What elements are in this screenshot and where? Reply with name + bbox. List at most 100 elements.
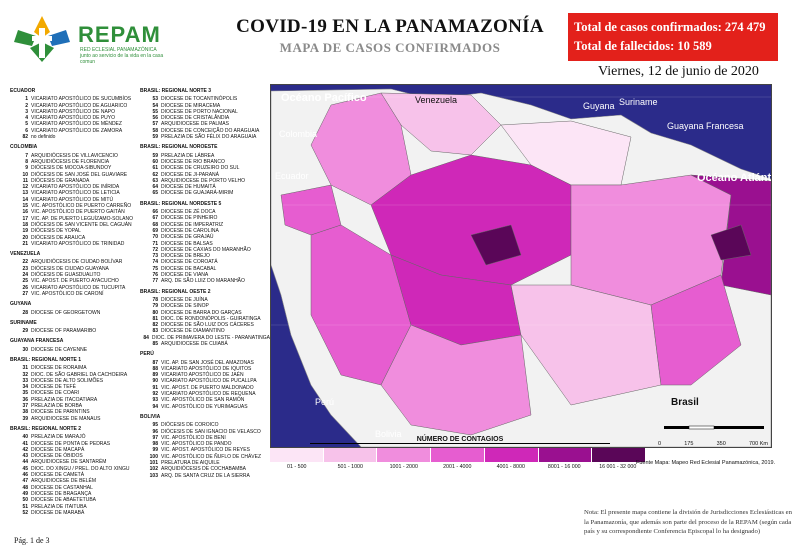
legend-entry: 28 DIOCESE OF GEORGETOWN [10,310,138,316]
legend-entry: 10 DIÓCESIS DE SAN JOSÉ DEL GUAVIARE [10,172,138,178]
legend-entry: 13 VICARIATO APOSTÓLICO DE LETICIA [10,190,138,196]
legend-entry: 95 DIÓCESIS DE COROICO [140,422,270,428]
legend-entry-name: DIOCESE DE TEFÉ [31,384,76,391]
jurisdiction-legend-right: BRASIL: REGIONAL NORTE 3 53 DIOCESE DE TOC… [140,84,270,479]
legend-heading: BOLIVIA [140,413,161,420]
legend-entry-name: DIOCESE OF GEORGETOWN [31,309,101,316]
legend-entry: 1 VICARIATO APOSTÓLICO DE SUCUMBÍOS [10,96,138,102]
legend-entry-name: DIOCESE DE ZÉ DOCA [161,209,216,216]
legend-entry-number: 60 [152,158,158,165]
legend-heading: GUYANA [10,301,32,308]
jurisdiction-legend-left: ECUADOR 1 VICARIATO APOSTÓLICO DE SUCUMBÍO… [10,84,138,516]
contagios-bin-swatch [538,448,593,462]
legend-entry: 59 PRELAZIA DE LÁBREA [140,153,270,159]
legend-entry-name: DIOC. DE PRIMAVERA DO LESTE - PARANATING… [151,334,270,341]
legend-entry: 54 DIOCESE DE MIRACEMA [140,103,270,109]
legend-entry-name: ARQUIDIOCESE DE CUIABÁ [161,340,228,347]
legend-entry-number: 11 [22,177,28,184]
legend-entry: 2 VICARIATO APOSTÓLICO DE AGUARICO [10,103,138,109]
legend-entry-number: 97 [152,434,158,441]
logo-subtitle: RED ECLESIAL PANAMAZÓNICA junto ao servi… [80,47,164,65]
legend-entry-number: 33 [22,377,28,384]
legend-entry-name: VIC. APOST. DE PUERTO AYACUCHO [31,278,119,285]
legend-entry: 45 DIOC. DO XINGU / PREL. DO ALTO XINGU [10,466,138,472]
legend-entry: 48 DIOCESE DE CASTANHAL [10,485,138,491]
legend-entry-number: 31 [22,365,28,372]
contagios-bin-swatch [592,448,647,462]
legend-entry: 82 no definido [10,134,138,140]
legend-entry: 22 ARQUIDIÓCESIS DE CIUDAD BOLÍVAR [10,259,138,265]
label-peru: Perú [315,397,334,407]
legend-entry-number: 91 [152,384,158,391]
contagios-bin-swatch [323,448,378,462]
legend-entry: 16 VIC. APOSTÓLICO DE PUERTO GAITÁN [10,209,138,215]
legend-entry-number: 76 [152,272,158,279]
label-venezuela: Venezuela [415,95,457,105]
region-tocantins [650,274,742,386]
legend-entry-number: 27 [22,290,28,297]
legend-entry-number: 40 [22,434,28,441]
legend-entry-number: 90 [152,378,158,385]
legend-heading: COLOMBIA [10,144,38,151]
legend-entry-name: VIC. APOSTÓLICO DE SAN RAMÓN [161,397,245,404]
legend-entry-number: 29 [22,328,28,335]
legend-entry-name: DIOCESE DE BRAGANÇA [31,490,92,497]
legend-entry: 69 DIOCESE DE CAROLINA [140,228,270,234]
legend-entry-name: DIOCESE DE CONCEIÇÃO DO ARAGUAIA [161,127,260,134]
legend-entry: 61 DIOCESE DE CRUZEIRO DO SUL [140,165,270,171]
legend-entry-number: 46 [22,472,28,479]
scale-tick-label: 175 [684,441,694,447]
legend-entry-number: 8 [25,158,28,165]
legend-entry: 19 DIÓCESIS DE YOPAL [10,228,138,234]
legend-entry-name: DIOCESE DE COARI [31,390,80,397]
legend-entry-name: ARQUIDIÓCESIS DE CIUDAD BOLÍVAR [31,259,123,266]
legend-entry-name: ARQUIDIOCESE DE PORTO VELHO [161,177,246,184]
territories [280,92,771,436]
legend-entry: 58 DIOCESE DE CONCEIÇÃO DO ARAGUAIA [140,128,270,134]
legend-entry-name: DIOCESE DE CRISTALÂNDIA [161,115,230,122]
legend-entry-number: 26 [22,284,28,291]
legend-entry: 25 VIC. APOST. DE PUERTO AYACUCHO [10,278,138,284]
legend-entry: 5 VICARIATO APOSTÓLICO DE MÉNDEZ [10,121,138,127]
legend-entry-number: 6 [25,127,28,134]
legend-entry-number: 98 [152,441,158,448]
legend-entry-number: 44 [22,459,28,466]
legend-entry: 41 DIOCESE DE PONTA DE PEDRAS [10,441,138,447]
legend-entry-number: 50 [22,497,28,504]
legend-entry: 72 DIOCESE DE CAXIAS DO MARANHÃO [140,247,270,253]
legend-entry: 67 DIOCESE DE PINHEIRO [140,215,270,221]
legend-entry-number: 82 [22,134,28,141]
legend-entry: 44 ARQUIDIOCESE DE SANTARÉM [10,459,138,465]
legend-entry: 43 DIOCESE DE ÓBIDOS [10,453,138,459]
legend-entry: 51 PRELAZIA DE ITAITUBA [10,504,138,510]
legend-entry-name: DIOCESE DE ALTO SOLIMÕES [31,377,104,384]
legend-entry-name: DIOCESE DE PONTA DE PEDRAS [31,440,111,447]
legend-entry-name: VICARIATO APOSTÓLICO DE ZAMORA [31,127,123,134]
legend-entry-number: 81 [152,315,158,322]
legend-entry: 68 DIOCESE DE IMPERATRIZ [140,222,270,228]
legend-entry-name: DIÓCESIS DE SAN VICENTE DEL CAGUÁN [31,221,132,228]
legend-entry-name: DIOCESE DE TOCANTINÓPOLIS [161,96,238,103]
legend-entry: 62 DIOCESE DE JI-PARANÁ [140,172,270,178]
legend-entry-name: DIOCESE DE COROATÁ [161,259,218,266]
legend-entry-number: 38 [22,409,28,416]
legend-entry-name: DIOCESE DE RORAIMA [31,365,87,372]
label-colombia: Colombia [279,129,317,139]
legend-entry-name: DIÓCESIS DE YOPAL [31,228,81,235]
legend-heading: BRASIL: REGIONAL OESTE 2 [140,288,211,295]
legend-entry-number: 24 [22,272,28,279]
legend-entry-number: 63 [152,177,158,184]
stats-box: Total de casos confirmados: 274 479 Tota… [568,13,778,61]
legend-entry: 9 DIÓCESIS DE MOCOA-SIBUNDOY [10,165,138,171]
legend-entry-number: 3 [25,108,28,115]
contagios-bin-labels: 01 - 500 501 - 1000 1001 - 2000 2001 - 4000… [270,462,646,470]
map-source: Fuente Mapa: Mapeo Red Eclesial Panamazó… [636,460,776,466]
legend-entry-name: PRELAZIA DE ITACOATIARA [31,396,98,403]
legend-entry-name: PRELATURA DE AIQUILE [161,460,220,467]
legend-entry-name: DIOCESE DE SÃO LUIZ DOS CÁCERES [161,322,254,329]
legend-entry-name: DIOCESE DE PARINTINS [31,409,90,416]
legend-entry-number: 22 [22,259,28,266]
place-labels: Océano Pacífico Venezuela Colombia Ecuad… [275,92,771,439]
legend-entry-name: DIOC. DO XINGU / PREL. DO ALTO XINGU [31,465,130,472]
legend-entry: 34 DIOCESE DE TEFÉ [10,384,138,390]
